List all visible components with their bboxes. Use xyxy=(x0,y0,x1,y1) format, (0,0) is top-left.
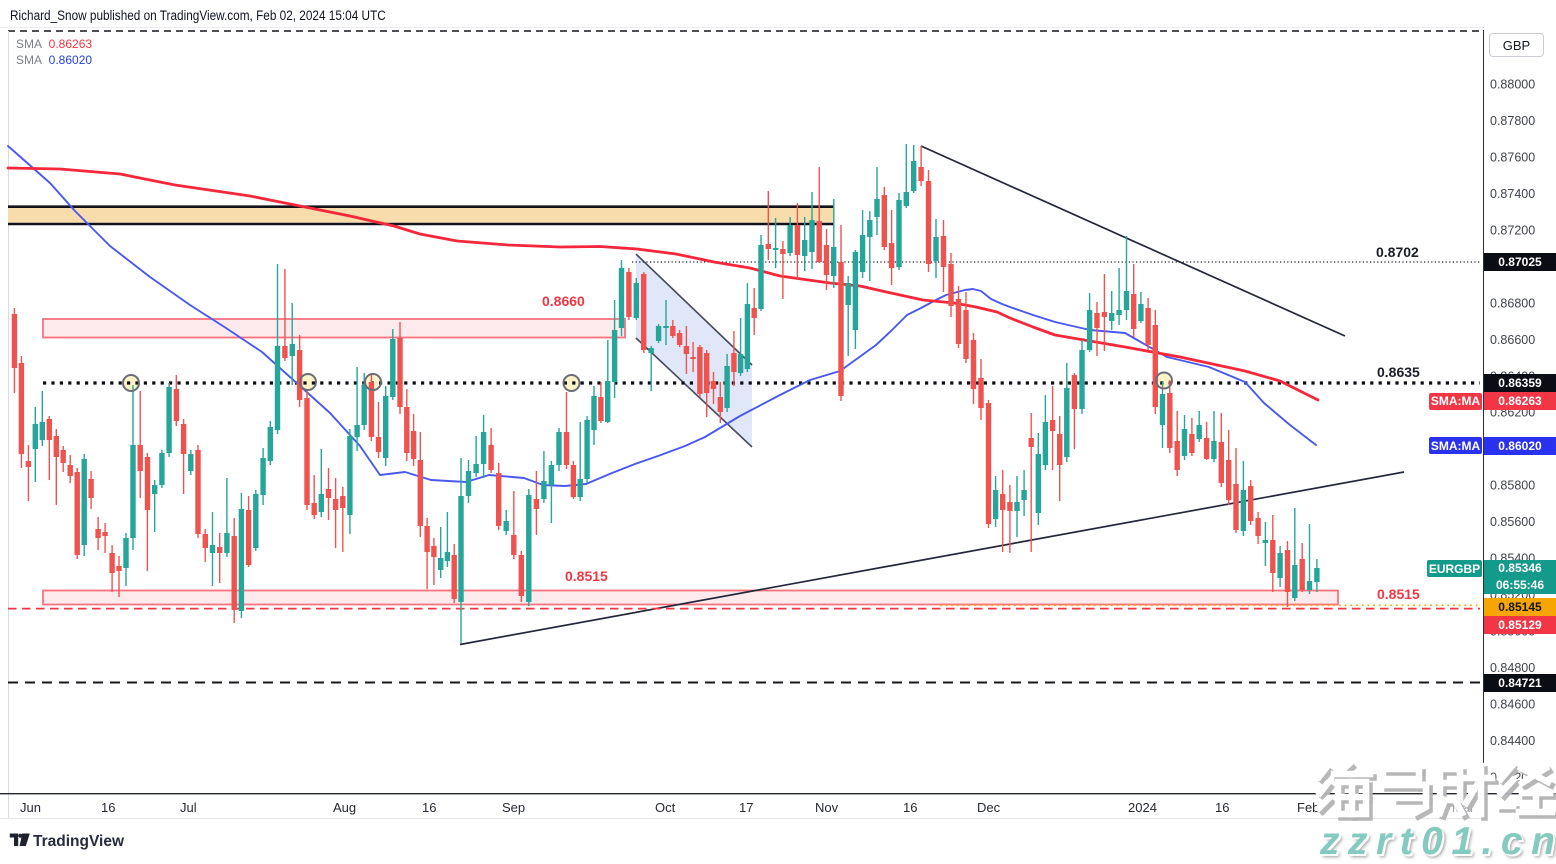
svg-text:0.8515: 0.8515 xyxy=(565,568,608,584)
svg-text:0.86800: 0.86800 xyxy=(1490,296,1535,310)
svg-text:0.8660: 0.8660 xyxy=(542,293,585,309)
svg-text:0.8515: 0.8515 xyxy=(1377,586,1420,602)
svg-text:0.8635: 0.8635 xyxy=(1377,364,1420,380)
svg-text:0.87600: 0.87600 xyxy=(1490,150,1535,164)
svg-text:0.87400: 0.87400 xyxy=(1490,187,1535,201)
svg-text:0.87800: 0.87800 xyxy=(1490,114,1535,128)
svg-text:0.84400: 0.84400 xyxy=(1490,734,1535,748)
svg-text:0.84600: 0.84600 xyxy=(1490,698,1535,712)
svg-text:0.8702: 0.8702 xyxy=(1376,244,1419,260)
svg-text:0.84800: 0.84800 xyxy=(1490,661,1535,675)
svg-text:0.87200: 0.87200 xyxy=(1490,223,1535,237)
svg-text:0.85600: 0.85600 xyxy=(1490,515,1535,529)
svg-text:0.85800: 0.85800 xyxy=(1490,479,1535,493)
svg-text:0.88000: 0.88000 xyxy=(1490,78,1535,92)
svg-text:0.86600: 0.86600 xyxy=(1490,333,1535,347)
